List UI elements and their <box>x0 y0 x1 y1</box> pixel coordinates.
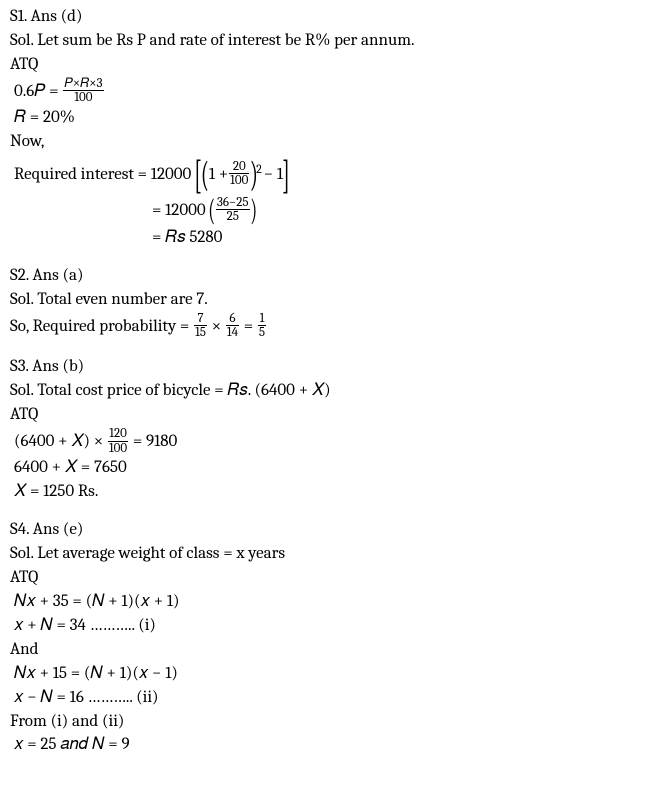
s1-ri-frac2-num: 36−25 <box>216 196 250 211</box>
s1-ri-1plus: 1 + <box>209 164 228 187</box>
s1-sol-text: Sol. Let sum be Rs P and rate of interes… <box>10 30 659 53</box>
s2-times: × <box>212 317 221 336</box>
s3-eq1-rhs: = 9180 <box>133 432 177 451</box>
open-paren-icon: ( <box>209 196 216 226</box>
s1-req-label: Required interest = 12000 <box>14 165 195 184</box>
s1-eq1-frac: 𝑃×𝑅×3 100 <box>63 77 103 105</box>
s2-prob-label: So, Required probability = <box>10 317 189 336</box>
s4-and: And <box>10 639 659 662</box>
s4-eq3: 𝑁𝑥 + 15 = (𝑁 + 1)(𝑥 − 1) <box>14 663 659 686</box>
solution-s3: S3. Ans (b) Sol. Total cost price of bic… <box>10 356 659 504</box>
s3-header: S3. Ans (b) <box>10 356 659 379</box>
s2-frac2: 6 14 <box>226 312 239 340</box>
s1-eq1-lhs: 0.6𝑃 = <box>14 82 59 101</box>
s3-eq1-frac: 120 100 <box>108 427 128 455</box>
s1-ri-pow: 2 <box>256 161 262 177</box>
s3-eq1-lhs: (6400 + 𝑋) × <box>14 432 103 451</box>
s1-atq: ATQ <box>10 54 659 77</box>
s4-atq: ATQ <box>10 567 659 590</box>
s4-eq5: 𝑥 = 25 𝑎𝑛𝑑 𝑁 = 9 <box>14 734 659 757</box>
s2-frac1: 7 15 <box>194 312 207 340</box>
s3-sol-text: Sol. Total cost price of bicycle = 𝑅𝑠. (… <box>10 380 659 403</box>
s3-eq1: (6400 + 𝑋) × 120 100 = 9180 <box>14 428 659 456</box>
open-paren-icon: ( <box>201 157 209 193</box>
s1-req-interest: Required interest = 12000 [(1 + 20 100 )… <box>14 155 659 195</box>
s1-ri-line3: = 𝑅𝑠 5280 <box>14 227 659 250</box>
s2-header: S2. Ans (a) <box>10 265 659 288</box>
s1-now: Now, <box>10 131 659 154</box>
close-bracket-icon: ] <box>282 155 290 195</box>
solution-s1: S1. Ans (d) Sol. Let sum be Rs P and rat… <box>10 6 659 250</box>
s4-from: From (i) and (ii) <box>10 711 659 734</box>
s2-prob-line: So, Required probability = 7 15 × 6 14 =… <box>10 313 659 341</box>
s2-frac3: 1 5 <box>258 312 266 340</box>
s2-sol-text: Sol. Total even number are 7. <box>10 289 659 312</box>
s3-eq2: 6400 + 𝑋 = 7650 <box>14 457 659 480</box>
s1-ri-frac1: 20 100 <box>229 160 249 188</box>
s1-ri-frac2-den: 25 <box>216 210 250 224</box>
s1-ri-frac1-num: 20 <box>229 160 249 175</box>
s1-header: S1. Ans (d) <box>10 6 659 29</box>
s1-req-expr: [(1 + 20 100 )2 − 1] <box>195 155 289 195</box>
s1-ri-line2: = 12000 ( 36−25 25 ) <box>14 196 659 226</box>
s1-ri-minus1: − 1 <box>264 164 283 187</box>
close-paren-icon: ) <box>250 196 257 226</box>
s4-header: S4. Ans (e) <box>10 519 659 542</box>
s3-atq: ATQ <box>10 404 659 427</box>
s4-eq2: 𝑥 + 𝑁 = 34 ……….. (i) <box>14 615 659 638</box>
s1-ri-frac1-den: 100 <box>229 174 249 188</box>
s4-eq1: 𝑁𝑥 + 35 = (𝑁 + 1)(𝑥 + 1) <box>14 591 659 614</box>
s1-eq2: 𝑅 = 20% <box>14 107 659 130</box>
s3-eq3: 𝑋 = 1250 Rs. <box>14 481 659 504</box>
s1-ri-frac2: 36−25 25 <box>216 196 250 224</box>
s2-eq: = <box>244 317 253 336</box>
solution-s4: S4. Ans (e) Sol. Let average weight of c… <box>10 519 659 757</box>
s1-eq1: 0.6𝑃 = 𝑃×𝑅×3 100 <box>14 78 659 106</box>
solution-s2: S2. Ans (a) Sol. Total even number are 7… <box>10 265 659 341</box>
s1-eq1-frac-den: 100 <box>63 91 103 105</box>
s1-eq1-frac-num: 𝑃×𝑅×3 <box>63 77 103 92</box>
s4-sol-text: Sol. Let average weight of class = x yea… <box>10 543 659 566</box>
s1-ri-line2-prefix: = 12000 <box>152 201 209 220</box>
s4-eq4: 𝑥 − 𝑁 = 16 ……….. (ii) <box>14 687 659 710</box>
